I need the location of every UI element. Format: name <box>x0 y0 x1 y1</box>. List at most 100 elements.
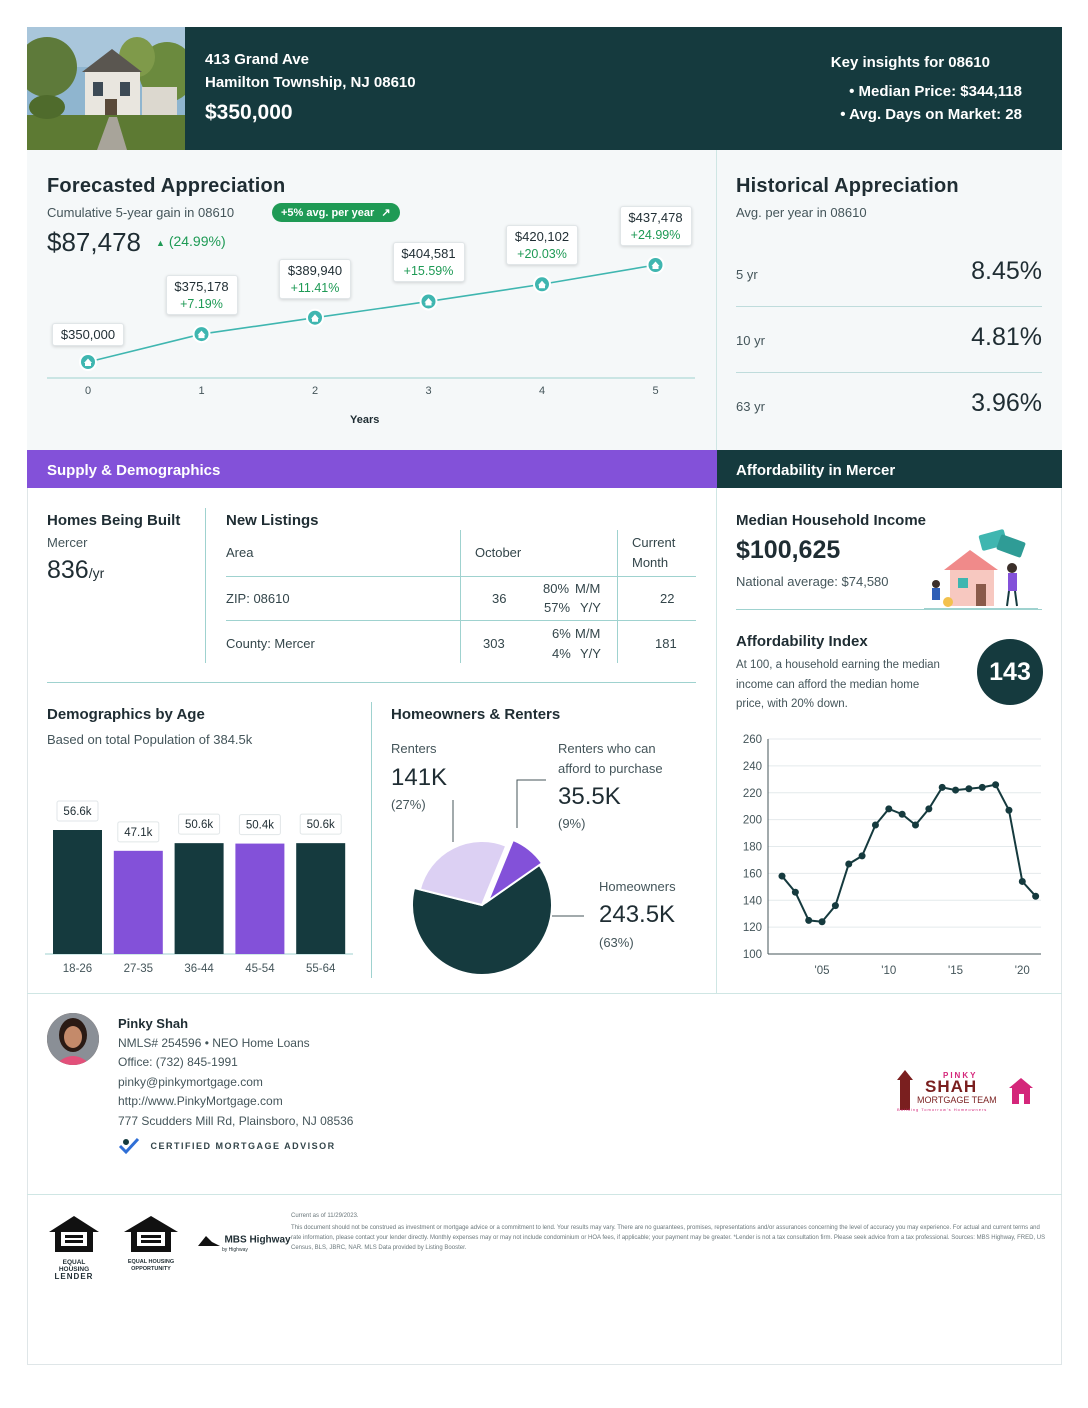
row-yy: Y/Y <box>580 646 601 661</box>
income-value: $100,625 <box>736 536 841 564</box>
afford-value: 35.5K <box>558 783 621 810</box>
age-bar <box>53 830 102 954</box>
forecast-x-label: Years <box>350 414 380 426</box>
affordability-point <box>938 783 946 791</box>
age-bar-chart: 56.6k 18-26 47.1k 27-35 50.6k 36-44 50.4k 45-54… <box>45 800 353 975</box>
affordability-y-tick: 200 <box>743 815 762 827</box>
forecast-value-label: $420,102 <box>514 229 570 245</box>
forecast-subtitle: Cumulative 5-year gain in 08610 <box>47 205 235 220</box>
certified-check-icon <box>118 1137 140 1155</box>
age-category-label: 27-35 <box>124 963 153 975</box>
row-yy-pct: 57% <box>544 600 571 615</box>
agent-website[interactable]: http://www.PinkyMortgage.com <box>118 1094 283 1108</box>
affordability-x-tick: '15 <box>948 965 963 977</box>
income-divider <box>736 609 1042 610</box>
age-bar-value-label: 50.6k <box>185 819 213 831</box>
pill-label: +5% avg. per year <box>281 207 375 219</box>
forecast-data-label: $437,478 +24.99% <box>619 206 692 246</box>
forecast-data-label: $389,940 +11.41% <box>279 258 351 299</box>
mbs-highway-logo: MBS Highway by Highway <box>198 1231 291 1253</box>
equal-opp-text-2: OPPORTUNITY <box>131 1266 171 1272</box>
logo-top-text: PINKY <box>943 1071 978 1080</box>
current-as-of: Current as of 11/29/2023. <box>291 1213 359 1219</box>
agent-email[interactable]: pinky@pinkymortgage.com <box>118 1075 263 1089</box>
supply-divider <box>205 508 206 663</box>
affordability-point <box>898 810 906 818</box>
certified-label: CERTIFIED MORTGAGE ADVISOR <box>150 1141 336 1151</box>
index-desc-2: income can afford the median home <box>736 679 920 691</box>
affordability-y-tick: 140 <box>743 895 762 907</box>
homes-built-title: Homes Being Built <box>47 512 181 529</box>
house-money-illustration <box>924 529 1038 609</box>
shah-mortgage-logo: PINKY SHAH MORTGAGE TEAM Building Tomorr… <box>893 1068 1038 1116</box>
equal-housing-house-icon <box>49 1216 99 1252</box>
avatar <box>47 1013 99 1065</box>
certified-badge: CERTIFIED MORTGAGE ADVISOR <box>118 1136 336 1156</box>
insight-days-on-market: • Avg. Days on Market: 28 <box>840 106 1022 123</box>
homes-built-value: 836/yr <box>47 556 104 585</box>
historical-row-value: 8.45% <box>971 257 1042 285</box>
row-area: ZIP: 08610 <box>226 591 290 606</box>
mbs-sub-text: by Highway <box>222 1247 248 1253</box>
forecast-gain: $87,478 <box>47 227 141 257</box>
age-category-label: 45-54 <box>245 963 275 975</box>
age-bar-label-box <box>117 821 160 843</box>
age-bar <box>235 843 285 954</box>
affordability-point <box>992 781 1000 789</box>
forecast-title: Forecasted Appreciation <box>47 175 286 197</box>
age-bar-label-box <box>299 813 342 835</box>
historical-row-label: 10 yr <box>736 333 765 348</box>
forecast-value-label: $404,581 <box>401 246 456 262</box>
historical-row: 10 yr 4.81% <box>736 307 1042 373</box>
affordability-point <box>925 805 933 813</box>
age-bar-label-box <box>56 800 99 822</box>
forecast-series-line <box>87 264 656 363</box>
pie-slice <box>485 838 544 904</box>
age-bar-value-label: 50.6k <box>307 819 335 831</box>
forecast-point <box>646 256 665 274</box>
forecast-gain-pct: ▲ (24.99%) <box>156 233 226 249</box>
mbs-mountain-icon <box>198 1235 220 1246</box>
forecast-x-tick: 0 <box>85 385 91 397</box>
age-bar-value-label: 56.6k <box>63 806 91 818</box>
home-icon <box>538 280 546 289</box>
row-current: 181 <box>655 636 677 651</box>
row-current: 22 <box>660 591 675 606</box>
owners-pie-chart <box>411 779 584 976</box>
table-divider <box>226 576 696 577</box>
historical-row-value: 4.81% <box>971 323 1042 351</box>
owners-label: Homeowners <box>599 879 676 894</box>
income-title: Median Household Income <box>736 512 927 529</box>
owners-value: 243.5K <box>599 901 676 928</box>
homes-built-unit: /yr <box>88 565 105 581</box>
forecast-data-label: $375,178 +7.19% <box>165 275 238 316</box>
forecast-pct-label: +24.99% <box>630 228 681 242</box>
row-yy: Y/Y <box>580 600 601 615</box>
forecast-pct-label: +7.19% <box>180 297 223 312</box>
affordability-y-tick: 160 <box>743 868 762 880</box>
home-icon <box>197 330 206 339</box>
age-category-label: 36-44 <box>184 963 214 975</box>
up-arrow-icon: ▲ <box>156 238 165 248</box>
col-header-october: October <box>475 545 522 560</box>
row-mm: M/M <box>575 626 601 641</box>
forecast-pct-label: +20.03% <box>517 247 567 262</box>
avg-per-year-pill: +5% avg. per year ↗ <box>272 203 400 222</box>
affordability-y-tick: 180 <box>743 842 762 854</box>
affordability-y-tick: 100 <box>743 949 762 961</box>
forecast-value-label: $350,000 <box>60 327 116 342</box>
affordability-point <box>845 860 853 868</box>
affordability-x-tick: '10 <box>881 965 896 977</box>
affordability-y-tick: 220 <box>743 788 762 800</box>
forecast-value-label: $375,178 <box>174 279 229 295</box>
home-icon <box>311 314 319 322</box>
forecast-data-label: $420,102 +20.03% <box>506 225 578 266</box>
homes-built-number: 836 <box>47 556 89 584</box>
agent-nmls: NMLS# 254596 • NEO Home Loans <box>118 1036 310 1050</box>
agent-office[interactable]: Office: (732) 845-1991 <box>118 1055 238 1069</box>
forecast-data-label: $350,000 <box>52 323 124 346</box>
historical-row: 5 yr 8.45% <box>736 241 1042 307</box>
key-insights-title: Key insights for 08610 <box>830 54 990 71</box>
equal-housing-opportunity-icon <box>124 1216 178 1252</box>
supply-section-divider <box>47 682 696 683</box>
